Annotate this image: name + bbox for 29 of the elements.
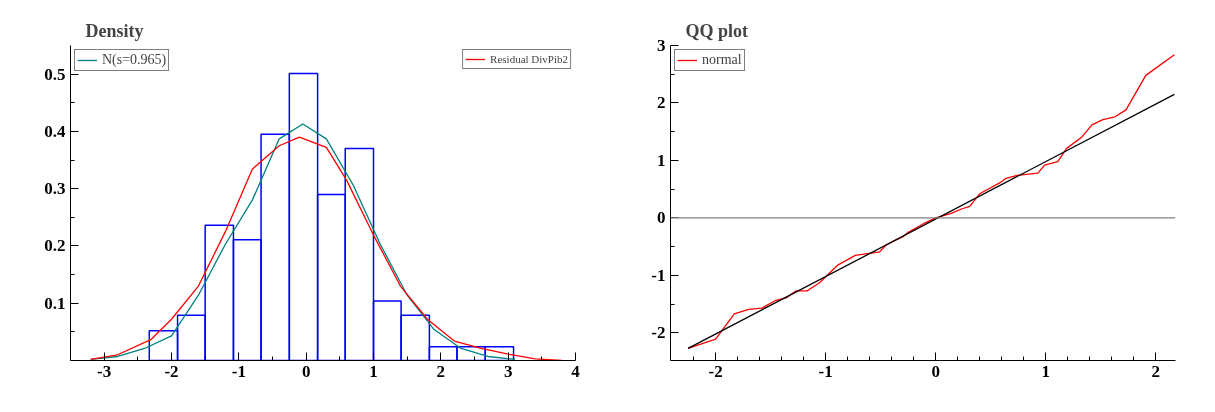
x-tick-label: 2 (436, 361, 446, 381)
y-tick-label: 0.4 (44, 121, 66, 141)
legend-label: normal (702, 52, 742, 68)
chart-title: QQ plot (685, 20, 749, 41)
chart-title: Density (85, 20, 144, 41)
x-tick-label: 0 (301, 361, 311, 381)
y-tick-label: 0.2 (44, 236, 66, 256)
x-tick-label: 1 (1041, 361, 1050, 381)
x-tick-label: -3 (97, 361, 112, 381)
x-tick-label: 4 (571, 361, 581, 381)
y-tick-label: 1 (657, 150, 666, 170)
y-tick-label: 0.3 (44, 179, 66, 199)
y-tick-label: 3 (657, 36, 666, 55)
x-tick-label: 3 (503, 361, 513, 381)
y-tick-label: 0 (657, 208, 666, 228)
legend-label: N(s=0.965) (102, 52, 167, 68)
y-tick-label: 0.5 (44, 64, 66, 84)
y-tick-label: -1 (651, 265, 666, 285)
x-tick-label: 2 (1151, 361, 1160, 381)
y-tick-label: -2 (651, 323, 666, 343)
x-tick-label: 0 (931, 361, 940, 381)
y-tick-label: 0.1 (44, 293, 66, 313)
legend-label: Residual DivPib2 (490, 52, 568, 66)
y-tick-label: 2 (657, 93, 666, 113)
x-tick-label: 1 (369, 361, 378, 381)
x-tick-label: -2 (164, 361, 179, 381)
x-tick-label: -1 (231, 361, 246, 381)
x-tick-label: -1 (818, 361, 833, 381)
x-tick-label: -2 (708, 361, 723, 381)
